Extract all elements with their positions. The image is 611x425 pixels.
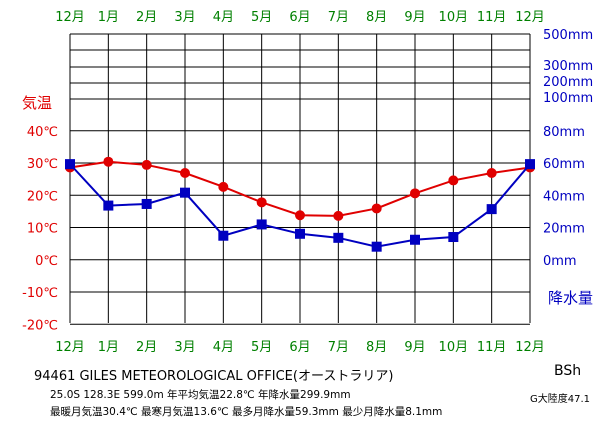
temperature-point — [141, 159, 152, 170]
precipitation-tick-label: 200mm — [543, 75, 593, 90]
precipitation-point — [371, 241, 382, 252]
month-label-bottom: 2月 — [136, 340, 157, 355]
temperature-tick-label: 20℃ — [27, 189, 58, 204]
precipitation-point — [486, 204, 497, 215]
temperature-tick-label: 10℃ — [27, 222, 58, 237]
station-title: 94461 GILES METEOROLOGICAL OFFICE(オーストラリ… — [34, 369, 394, 384]
month-label-bottom: 3月 — [174, 340, 195, 355]
month-label-top: 12月 — [55, 10, 85, 25]
precipitation-tick-label: 0mm — [543, 254, 577, 269]
station-summary: 25.0S 128.3E 599.0m 年平均気温22.8℃ 年降水量299.9… — [50, 389, 351, 401]
temperature-tick-label: -10℃ — [22, 286, 58, 301]
precipitation-point — [295, 228, 305, 239]
month-label-top: 1月 — [98, 10, 119, 25]
month-label-bottom: 4月 — [213, 340, 234, 355]
month-label-bottom: 7月 — [328, 340, 349, 355]
temperature-point — [180, 167, 190, 178]
temperature-tick-label: 0℃ — [35, 254, 58, 269]
temperature-point — [448, 175, 459, 186]
precipitation-axis-label: 降水量 — [548, 289, 593, 307]
month-label-top: 7月 — [328, 10, 349, 25]
month-label-bottom: 9月 — [404, 340, 425, 355]
month-label-bottom: 1月 — [98, 340, 119, 355]
temperature-point — [410, 188, 420, 199]
precipitation-point — [410, 234, 420, 245]
precipitation-point — [448, 232, 459, 243]
month-label-bottom: 11月 — [477, 340, 507, 355]
climate-class: BSh — [554, 363, 582, 379]
month-label-top: 11月 — [477, 10, 507, 25]
month-label-top: 10月 — [439, 10, 469, 25]
continentality-index: G大陸度47.1 — [530, 394, 591, 405]
month-label-top: 12月 — [515, 10, 545, 25]
temperature-point — [218, 181, 229, 192]
precipitation-tick-label: 20mm — [543, 222, 585, 237]
temperature-point — [486, 167, 497, 178]
temperature-point — [295, 210, 305, 221]
temperature-axis-label: 気温 — [22, 94, 52, 112]
temperature-point — [371, 203, 382, 214]
month-label-bottom: 12月 — [55, 340, 85, 355]
precipitation-point — [180, 187, 190, 198]
precipitation-tick-label: 300mm — [543, 59, 593, 74]
month-label-top: 2月 — [136, 10, 157, 25]
temperature-point — [256, 197, 267, 208]
precipitation-point — [141, 198, 152, 209]
precipitation-point — [103, 200, 114, 211]
month-label-bottom: 12月 — [515, 340, 545, 355]
month-label-top: 8月 — [366, 10, 387, 25]
temperature-tick-label: 30℃ — [27, 157, 58, 172]
month-label-top: 5月 — [251, 10, 272, 25]
precipitation-tick-label: 40mm — [543, 189, 585, 204]
precipitation-tick-label: 500mm — [543, 28, 593, 43]
precipitation-tick-label: 80mm — [543, 125, 585, 140]
precipitation-point — [218, 230, 229, 241]
precipitation-tick-label: 60mm — [543, 157, 585, 172]
month-label-bottom: 5月 — [251, 340, 272, 355]
month-label-top: 3月 — [174, 10, 195, 25]
temperature-tick-label: 40℃ — [27, 125, 58, 140]
temperature-point — [103, 156, 114, 167]
month-label-bottom: 6月 — [289, 340, 310, 355]
month-label-top: 6月 — [289, 10, 310, 25]
temperature-tick-label: -20℃ — [22, 318, 58, 333]
month-label-bottom: 10月 — [439, 340, 469, 355]
month-label-top: 4月 — [213, 10, 234, 25]
precipitation-point — [333, 232, 344, 243]
precipitation-point — [525, 159, 535, 170]
precipitation-point — [256, 219, 267, 230]
temperature-point — [333, 210, 344, 221]
precipitation-point — [65, 159, 75, 170]
month-label-bottom: 8月 — [366, 340, 387, 355]
precipitation-tick-label: 100mm — [543, 91, 593, 106]
station-extremes: 最暖月気温30.4℃ 最寒月気温13.6℃ 最多月降水量59.3mm 最少月降水… — [50, 406, 443, 418]
month-label-top: 9月 — [404, 10, 425, 25]
